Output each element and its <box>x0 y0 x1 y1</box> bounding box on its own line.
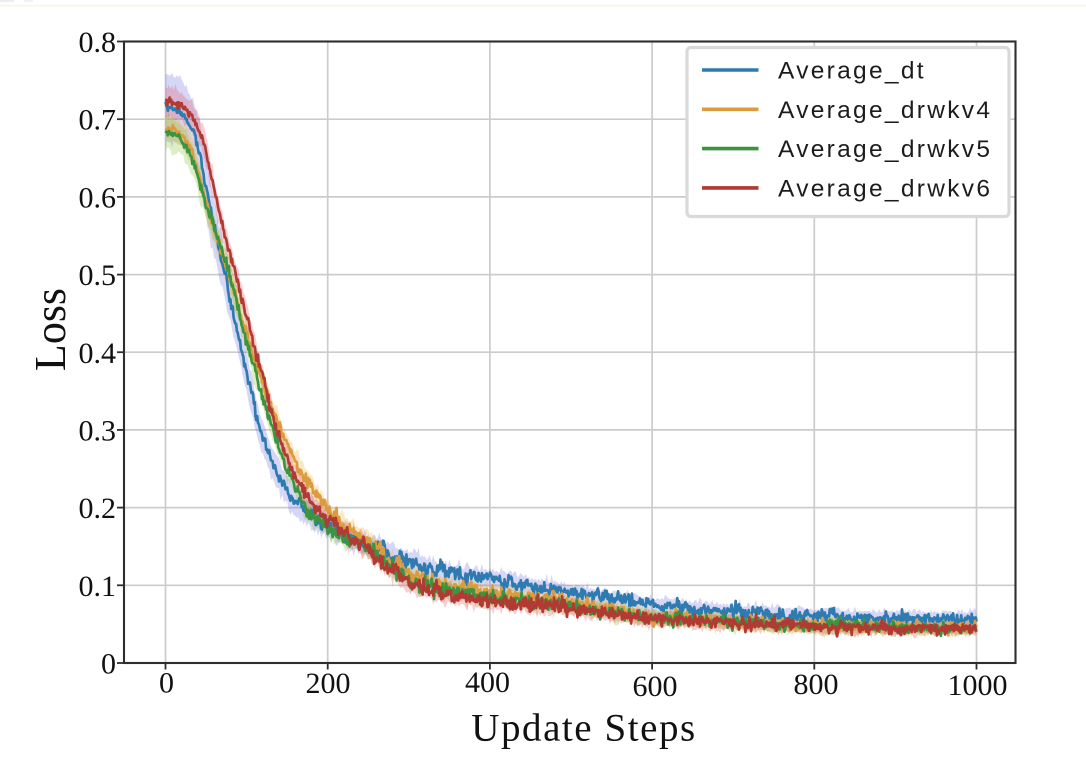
svg-text:1000: 1000 <box>948 669 1008 702</box>
svg-text:800: 800 <box>794 668 839 701</box>
svg-text:0.3: 0.3 <box>79 414 117 447</box>
svg-text:0.5: 0.5 <box>79 259 117 292</box>
svg-text:0.4: 0.4 <box>79 337 117 370</box>
svg-text:Average_drwkv4: Average_drwkv4 <box>778 97 992 124</box>
svg-text:Average_drwkv5: Average_drwkv5 <box>778 136 992 163</box>
svg-text:Average_drwkv6: Average_drwkv6 <box>778 175 992 202</box>
svg-text:400: 400 <box>465 666 510 699</box>
svg-text:Average_dt: Average_dt <box>778 58 926 85</box>
svg-text:Update Steps: Update Steps <box>471 707 696 750</box>
svg-text:200: 200 <box>306 667 351 700</box>
svg-text:Loss: Loss <box>26 288 75 371</box>
svg-text:0.2: 0.2 <box>79 492 117 525</box>
svg-text:0.7: 0.7 <box>79 104 117 137</box>
svg-text:0.1: 0.1 <box>79 570 117 603</box>
svg-text:0.8: 0.8 <box>79 26 117 59</box>
svg-text:0: 0 <box>159 667 174 700</box>
svg-text:0.6: 0.6 <box>79 181 117 214</box>
svg-text:600: 600 <box>633 670 678 703</box>
svg-text:0: 0 <box>101 648 116 681</box>
